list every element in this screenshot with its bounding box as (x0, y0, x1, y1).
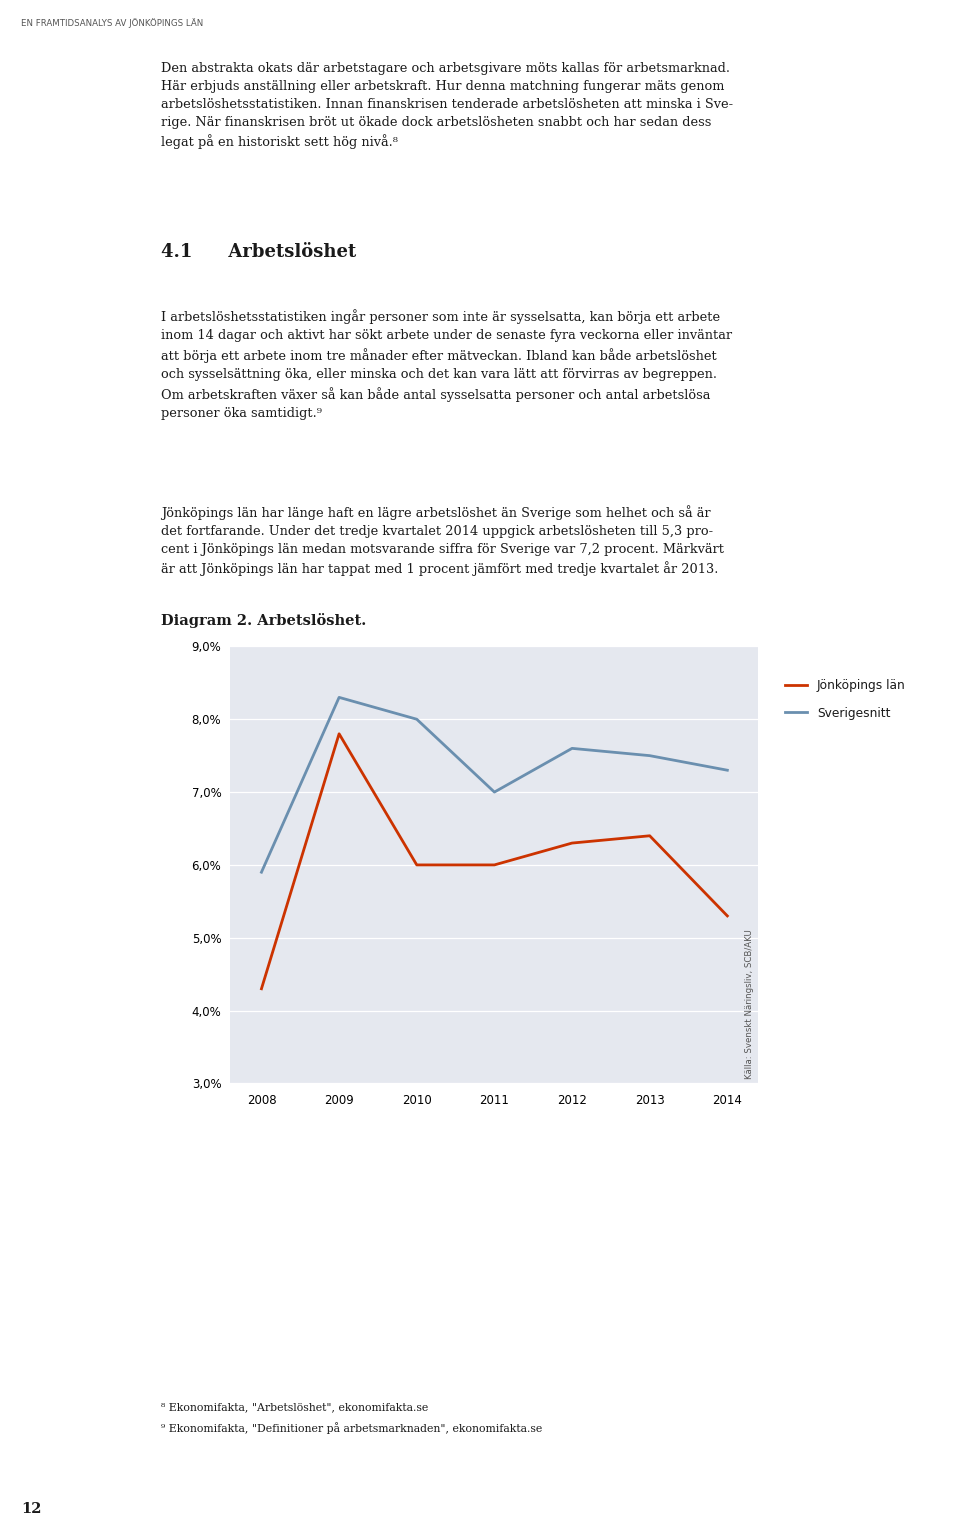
Legend: Jönköpings län, Sverigesnitt: Jönköpings län, Sverigesnitt (780, 674, 911, 725)
Text: Diagram 2. Arbetslöshet.: Diagram 2. Arbetslöshet. (161, 613, 367, 628)
Text: EN FRAMTIDSANALYS AV JÖNKÖPINGS LÄN: EN FRAMTIDSANALYS AV JÖNKÖPINGS LÄN (21, 18, 204, 28)
Text: Jönköpings län har länge haft en lägre arbetslöshet än Sverige som helhet och så: Jönköpings län har länge haft en lägre a… (161, 505, 724, 577)
Text: 12: 12 (21, 1502, 41, 1516)
Text: Källa: Svenskt Näringsliv, SCB/AKU: Källa: Svenskt Näringsliv, SCB/AKU (745, 930, 754, 1079)
Text: ⁸ Ekonomifakta, "Arbetslöshet", ekonomifakta.se: ⁸ Ekonomifakta, "Arbetslöshet", ekonomif… (161, 1402, 428, 1411)
Text: ⁹ Ekonomifakta, "Definitioner på arbetsmarknaden", ekonomifakta.se: ⁹ Ekonomifakta, "Definitioner på arbetsm… (161, 1422, 542, 1434)
Text: I arbetslöshetsstatistiken ingår personer som inte är sysselsatta, kan börja ett: I arbetslöshetsstatistiken ingår persone… (161, 309, 732, 420)
Text: 4.1  Arbetslöshet: 4.1 Arbetslöshet (161, 243, 356, 262)
Text: Den abstrakta okats där arbetstagare och arbetsgivare möts kallas för arbetsmark: Den abstrakta okats där arbetstagare och… (161, 62, 733, 149)
